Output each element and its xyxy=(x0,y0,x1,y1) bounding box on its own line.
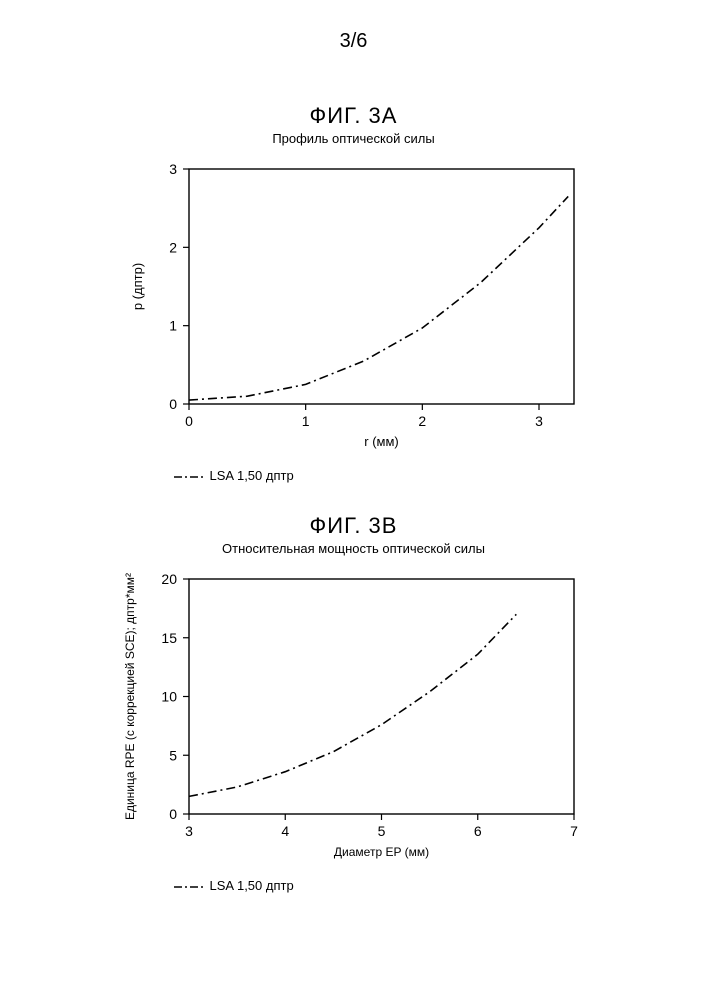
legend-b-label: LSA 1,50 дптр xyxy=(210,878,294,893)
svg-text:Единица RPE (с коррекцией SCE): Единица RPE (с коррекцией SCE); дптр*мм² xyxy=(123,573,137,820)
svg-text:0: 0 xyxy=(169,396,177,412)
chart-b: 3 4 5 6 7 0 5 10 15 20 Диаметр EP (мм) Единица RPE … xyxy=(114,564,594,874)
fig-b-subtitle: Относительная мощность оптической силы xyxy=(114,541,594,556)
svg-text:r (мм): r (мм) xyxy=(364,434,398,449)
legend-a-dash-icon xyxy=(174,472,204,482)
svg-text:2: 2 xyxy=(169,239,177,255)
svg-text:2: 2 xyxy=(418,413,426,429)
page-number: 3/6 xyxy=(0,30,707,53)
chart-a-svg: 0 1 2 3 0 1 2 3 r (мм) p (дптр) xyxy=(114,154,594,464)
svg-text:0: 0 xyxy=(169,806,177,822)
svg-text:20: 20 xyxy=(161,571,177,587)
fig-b-title: ФИГ. 3B xyxy=(114,513,594,539)
svg-text:p (дптр): p (дптр) xyxy=(130,263,145,310)
svg-text:3: 3 xyxy=(185,823,193,839)
svg-text:10: 10 xyxy=(161,689,177,705)
svg-text:1: 1 xyxy=(301,413,309,429)
svg-text:Диаметр EP (мм): Диаметр EP (мм) xyxy=(333,845,428,859)
svg-text:6: 6 xyxy=(473,823,481,839)
legend-b: LSA 1,50 дптр xyxy=(114,878,594,893)
page: 3/6 ФИГ. 3A Профиль оптической силы 0 1 2 3… xyxy=(0,0,707,1000)
figure-3b: ФИГ. 3B Относительная мощность оптическо… xyxy=(114,513,594,893)
legend-a: LSA 1,50 дптр xyxy=(114,468,594,483)
svg-text:5: 5 xyxy=(169,747,177,763)
svg-text:1: 1 xyxy=(169,318,177,334)
fig-a-title: ФИГ. 3A xyxy=(114,103,594,129)
fig-a-subtitle: Профиль оптической силы xyxy=(114,131,594,146)
svg-text:3: 3 xyxy=(535,413,543,429)
legend-a-label: LSA 1,50 дптр xyxy=(210,468,294,483)
svg-text:15: 15 xyxy=(161,630,177,646)
figure-3a: ФИГ. 3A Профиль оптической силы 0 1 2 3 0 1 2 3… xyxy=(114,103,594,483)
svg-text:3: 3 xyxy=(169,161,177,177)
svg-text:7: 7 xyxy=(570,823,578,839)
chart-b-svg: 3 4 5 6 7 0 5 10 15 20 Диаметр EP (мм) Единица RPE … xyxy=(114,564,594,874)
svg-text:0: 0 xyxy=(185,413,193,429)
svg-text:4: 4 xyxy=(281,823,289,839)
chart-a: 0 1 2 3 0 1 2 3 r (мм) p (дптр) xyxy=(114,154,594,464)
legend-b-dash-icon xyxy=(174,882,204,892)
svg-text:5: 5 xyxy=(377,823,385,839)
